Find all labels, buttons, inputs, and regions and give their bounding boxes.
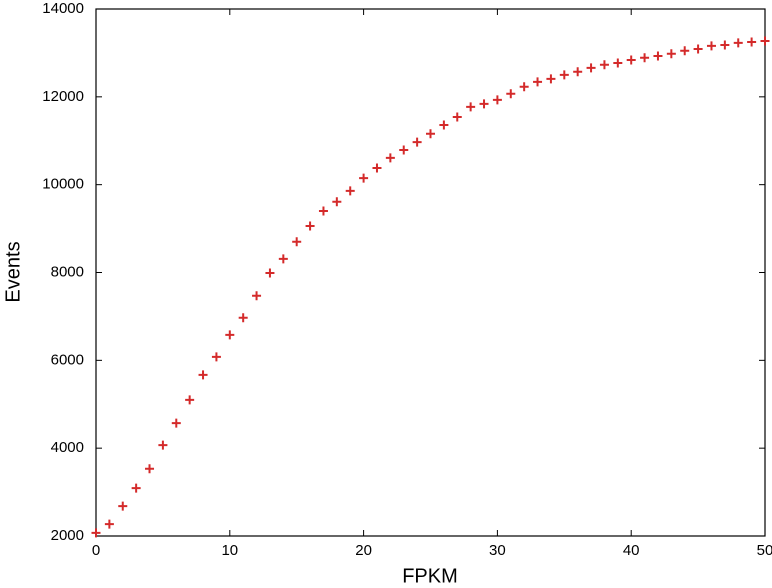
point — [760, 36, 770, 46]
point — [265, 268, 275, 278]
point — [372, 163, 382, 173]
point — [519, 82, 529, 92]
point — [252, 291, 262, 301]
point — [533, 77, 543, 87]
x-tick-label: 0 — [92, 542, 100, 559]
point — [211, 352, 221, 362]
x-tick-label: 20 — [355, 542, 372, 559]
point — [653, 51, 663, 61]
point — [158, 440, 168, 450]
point — [559, 70, 569, 80]
point — [412, 137, 422, 147]
point — [225, 330, 235, 340]
y-tick-label: 4000 — [51, 439, 84, 456]
y-tick-label: 14000 — [42, 0, 84, 17]
point — [693, 44, 703, 54]
point — [171, 418, 181, 428]
plot-frame — [95, 8, 766, 537]
point — [399, 145, 409, 155]
point — [118, 501, 128, 511]
point — [278, 254, 288, 264]
point — [479, 99, 489, 109]
point — [185, 395, 195, 405]
point — [626, 55, 636, 65]
point — [426, 129, 435, 139]
point — [385, 153, 395, 163]
point — [492, 95, 502, 105]
point — [318, 206, 328, 216]
point — [466, 102, 476, 112]
point — [573, 67, 583, 77]
point — [104, 519, 114, 529]
point — [131, 483, 141, 493]
point — [506, 89, 516, 99]
y-tick-label: 10000 — [42, 176, 84, 193]
y-tick-label: 8000 — [51, 263, 84, 280]
point — [305, 221, 315, 231]
y-axis-title: Events — [2, 241, 24, 302]
x-tick-label: 40 — [623, 542, 640, 559]
point — [91, 528, 101, 538]
y-tick-label: 12000 — [42, 88, 84, 105]
point — [292, 237, 302, 247]
point — [359, 173, 369, 183]
y-tick-label: 6000 — [51, 351, 84, 368]
point — [640, 53, 650, 63]
x-tick-label: 30 — [489, 542, 506, 559]
x-axis-title: FPKM — [402, 565, 458, 587]
point — [733, 38, 743, 48]
point — [747, 37, 757, 47]
point — [720, 40, 730, 50]
point — [586, 63, 596, 73]
point — [452, 112, 462, 122]
point — [145, 464, 155, 474]
point — [599, 60, 609, 70]
point — [439, 120, 449, 130]
point — [198, 370, 208, 380]
x-tick-label: 50 — [757, 542, 772, 559]
x-tick-label: 10 — [221, 542, 238, 559]
point — [613, 58, 623, 68]
point — [546, 74, 556, 84]
point — [238, 313, 248, 323]
point — [706, 41, 716, 51]
point — [332, 197, 342, 207]
point — [345, 186, 355, 196]
point — [666, 49, 676, 59]
point — [680, 46, 690, 56]
y-tick-label: 2000 — [51, 527, 84, 544]
